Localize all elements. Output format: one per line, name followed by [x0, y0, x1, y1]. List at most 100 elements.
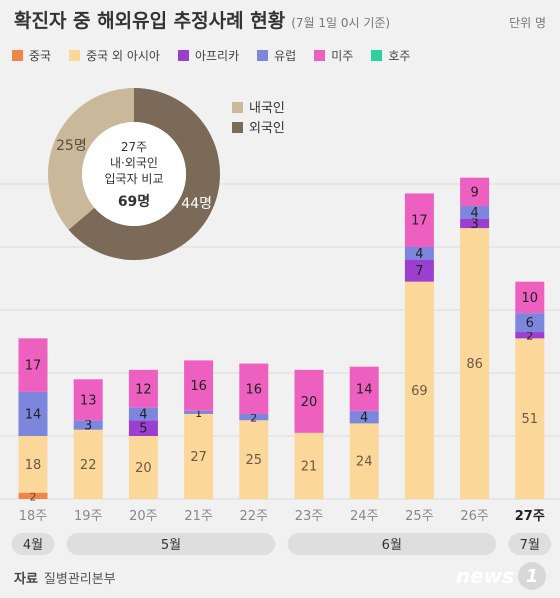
title-subtitle: (7월 1일 0시 기준) [291, 16, 391, 30]
legend-label: 유럽 [274, 49, 297, 63]
month-label: 7월 [520, 538, 540, 553]
bar-segment [128, 436, 158, 499]
legend-swatch [69, 50, 81, 61]
bar-segment [73, 429, 103, 499]
data-label: 16 [246, 382, 263, 397]
data-label: 7 [415, 264, 423, 279]
bar-segment [294, 369, 324, 433]
legend-label: 호주 [388, 49, 411, 63]
data-label: 1 [195, 407, 202, 420]
data-label: 24 [356, 455, 373, 470]
data-label: 51 [522, 412, 539, 427]
bar-segment [184, 360, 214, 411]
bar-segment [239, 363, 269, 414]
bar-segment [294, 432, 324, 499]
bar-segment [460, 177, 490, 207]
donut-legend-label: 내국인 [249, 101, 285, 116]
x-tick-label: 22주 [240, 509, 269, 524]
data-label: 86 [466, 357, 483, 372]
legend-swatch [177, 50, 189, 61]
data-label: 10 [522, 291, 539, 306]
donut-legend-swatch [232, 102, 243, 113]
bar-segment [515, 338, 545, 499]
bar-segment [18, 436, 48, 493]
data-label: 2 [30, 490, 37, 503]
data-label: 14 [356, 382, 373, 397]
legend: 중국 중국 외 아시아 아프리카 유럽 미주 호주 [12, 47, 410, 64]
data-label: 18 [25, 458, 42, 473]
legend-item: 중국 [12, 47, 51, 64]
bar-segment [460, 218, 490, 229]
bar-segment [128, 420, 158, 436]
legend-label: 중국 [29, 49, 52, 63]
bar-segment [239, 420, 269, 499]
x-tick-label: 20주 [129, 509, 158, 524]
donut-slice-label: 25명 [56, 138, 87, 154]
data-label: 17 [411, 214, 428, 229]
bar-segment [404, 281, 434, 499]
month-pill [66, 533, 276, 555]
donut-slice-label: 44명 [181, 196, 212, 212]
data-label: 14 [25, 407, 42, 422]
x-tick-label: 19주 [74, 509, 103, 524]
bar-segment [515, 332, 545, 339]
data-label: 27 [190, 450, 207, 465]
data-label: 17 [25, 359, 42, 374]
bar-segment [73, 420, 103, 430]
source-text: 질병관리본부 [43, 572, 116, 587]
data-label: 16 [190, 379, 207, 394]
month-pill [11, 533, 55, 555]
legend-swatch [257, 50, 269, 61]
donut-center-text: 입국자 비교 [104, 172, 163, 186]
source-label: 자료 [14, 572, 38, 587]
bar-segment [184, 410, 214, 414]
bar-segment [128, 407, 158, 421]
legend-label: 아프리카 [194, 49, 240, 63]
data-label: 3 [470, 217, 478, 232]
bar-segment [349, 423, 379, 499]
data-label: 4 [470, 206, 478, 221]
bar-segment [73, 379, 103, 421]
legend-swatch [371, 50, 383, 61]
x-tick-label: 21주 [184, 509, 213, 524]
x-tick-label: 23주 [295, 509, 324, 524]
x-tick-label: 27주 [515, 509, 545, 524]
donut-legend-swatch [232, 122, 243, 133]
bar-segment [404, 193, 434, 247]
bar-segment [239, 413, 269, 421]
month-label: 5월 [161, 538, 181, 553]
data-label: 4 [415, 247, 423, 262]
x-tick-label: 25주 [405, 509, 434, 524]
legend-item: 중국 외 아시아 [69, 47, 160, 64]
data-label: 13 [80, 393, 97, 408]
month-pill [508, 533, 552, 555]
bar-segment [404, 259, 434, 282]
legend-item: 유럽 [257, 47, 296, 64]
x-tick-label: 24주 [350, 509, 379, 524]
data-label: 20 [135, 461, 152, 476]
donut-center-text: 69명 [118, 193, 150, 210]
data-label: 4 [360, 411, 368, 426]
data-label: 5 [139, 422, 147, 437]
data-label: 2 [526, 330, 533, 343]
donut-slice [68, 88, 221, 260]
logo-text: news [455, 564, 514, 588]
source-note: 자료 질병관리본부 [14, 568, 116, 587]
data-label: 3 [84, 418, 92, 433]
legend-label: 미주 [331, 49, 354, 63]
bar-segment [128, 369, 158, 408]
data-label: 21 [301, 459, 318, 474]
bar-segment [460, 206, 490, 219]
bar-segment [18, 338, 48, 392]
chart-title: 확진자 중 해외유입 추정사례 현황 (7월 1일 0시 기준) [14, 6, 390, 33]
bar-segment [404, 247, 434, 260]
data-label: 20 [301, 395, 318, 410]
x-tick-label: 18주 [19, 509, 48, 524]
data-label: 25 [246, 453, 263, 468]
data-label: 6 [526, 316, 534, 331]
data-label: 2 [250, 412, 257, 425]
bar-segment [349, 366, 379, 411]
data-label: 9 [470, 185, 478, 200]
data-label: 22 [80, 458, 97, 473]
